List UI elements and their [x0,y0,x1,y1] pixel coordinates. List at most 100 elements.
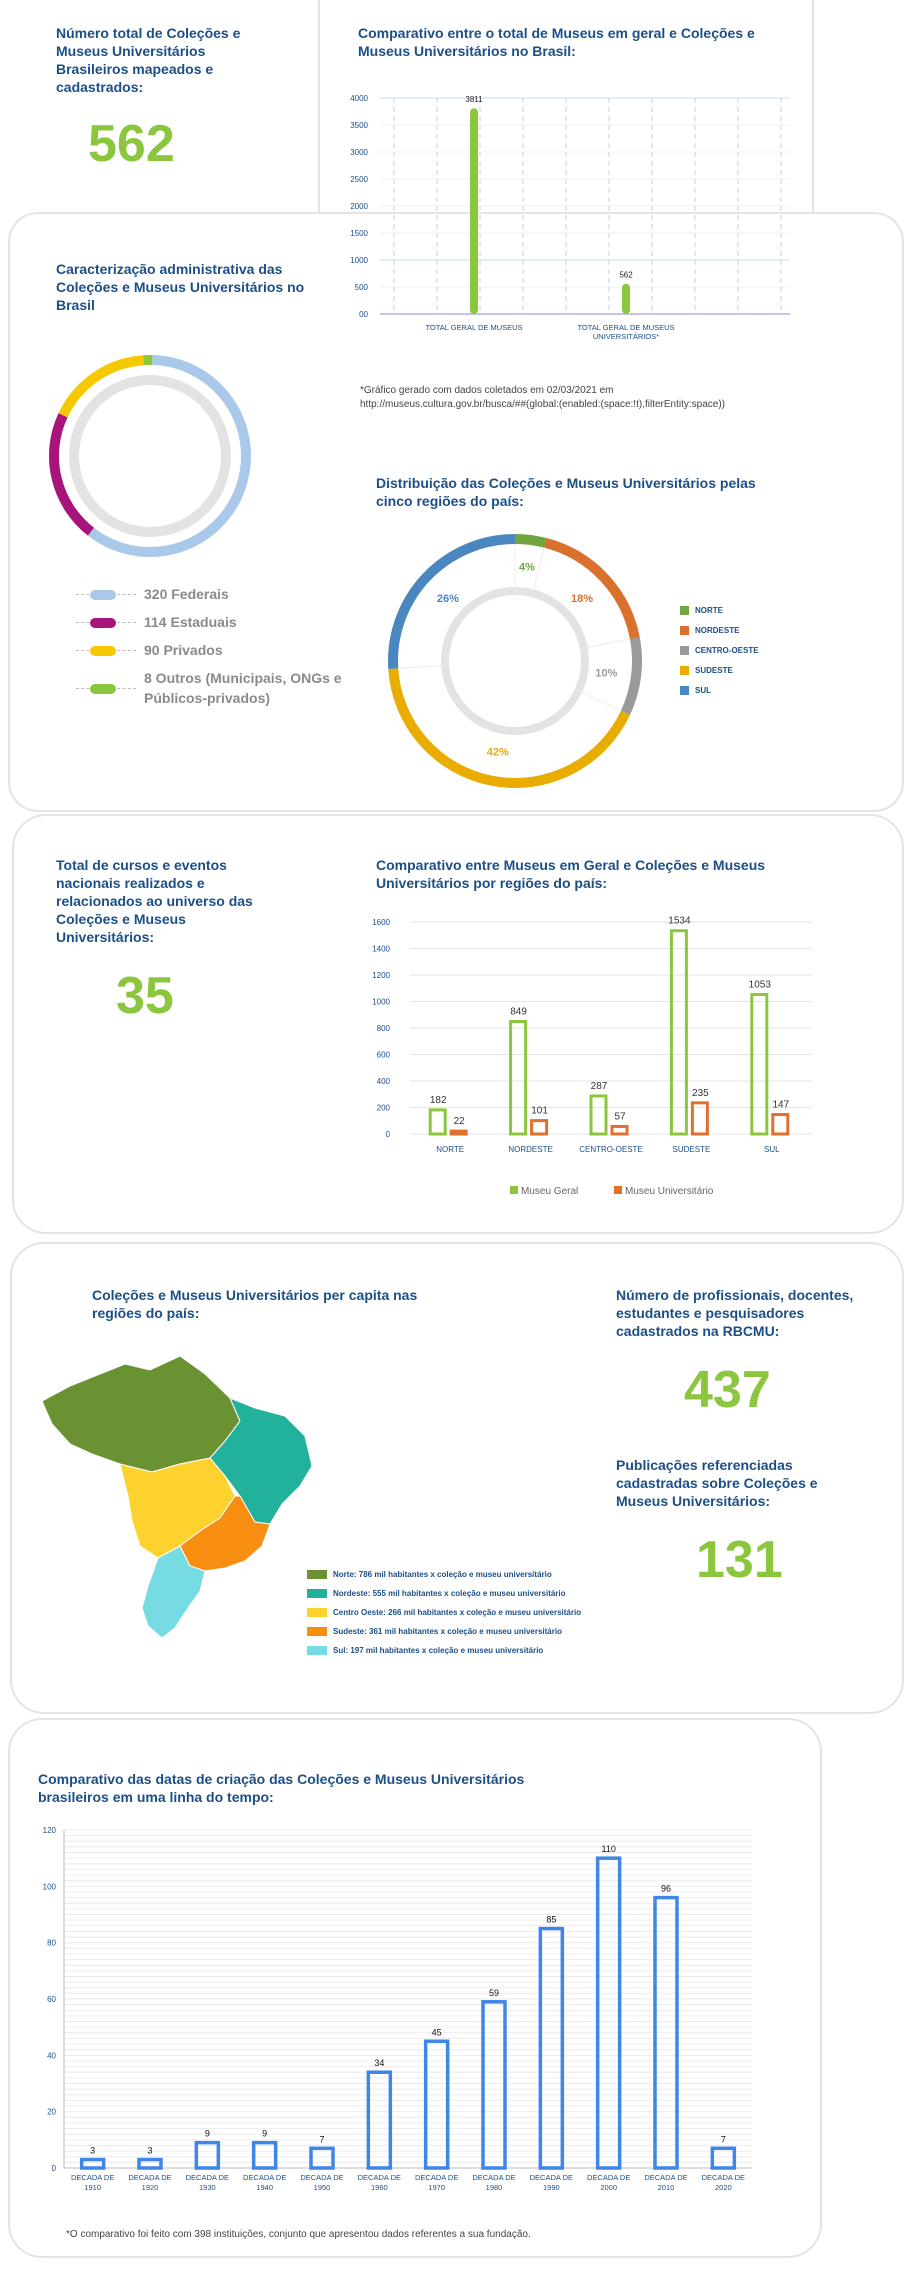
brazil-map [41,1355,313,1639]
legend-label: 114 Estaduais [144,614,237,630]
stat-people-value: 437 [684,1361,771,1419]
data-label: 235 [692,1088,709,1099]
pie-divider [576,689,622,712]
legend-line [76,617,136,628]
data-label: 562 [619,271,633,280]
map-legend-item: Norte: 786 mil habitantes x coleção e mu… [307,1570,552,1579]
regions-pie: 4% 18% 10% 42% 26% [388,534,642,788]
admin-legend-item: 8 Outros (Municipais, ONGs e Públicos-pr… [76,668,344,708]
x-tick-label: NORTE [436,1145,464,1154]
pie-segment [620,637,642,716]
x-tick-label: DECADA DE 1990 [530,2173,573,2192]
legend-swatch [510,1186,518,1194]
legend-label: 90 Privados [144,642,223,658]
data-label: 9 [205,2129,210,2139]
y-tick-label: 2000 [350,202,368,211]
legend-swatch [90,683,116,694]
legend-swatch [307,1570,327,1579]
bar [137,2157,163,2170]
pie-segment [388,668,630,788]
regions-legend-item: SUDESTE [680,666,733,675]
timeline-note: *O comparativo foi feito com 398 institu… [66,2229,531,2240]
legend-swatch [680,606,689,615]
legend-label: CENTRO-OESTE [695,646,759,655]
pie-divider [531,547,545,596]
y-tick-label: 1000 [350,256,368,265]
pie-data-label: 42% [487,746,509,758]
pie-inner-ring [441,587,589,735]
stat-total-value: 562 [88,115,175,173]
data-label: 849 [510,1007,527,1018]
pie-segment [514,534,547,548]
timeline-chart: 120 100 80 60 40 20 0 3 DECADA DE 1910 3 DECADA DE 1… [43,1826,752,2192]
bar [470,108,478,315]
y-tick-label: 4000 [350,94,368,103]
chart-museus-title: Comparativo entre o total de Museus em g… [358,25,755,59]
map-region-norte [41,1355,241,1473]
legend-label: SUDESTE [695,666,733,675]
map-legend-item: Sudeste: 361 mil habitantes x coleção e … [307,1627,562,1636]
legend-swatch [307,1608,327,1617]
pie-segment [544,537,640,640]
admin-legend-item: 114 Estaduais [76,612,344,632]
panel-regions-compare [12,814,904,1234]
x-tick-label: NORDESTE [508,1145,552,1154]
y-tick-label: 80 [47,1939,56,1948]
data-label: 7 [319,2134,324,2144]
y-tick-label: 1500 [350,229,368,238]
data-label: 1053 [749,979,772,990]
x-tick-label: DECADA DE 1920 [128,2173,171,2192]
data-label: 7 [721,2134,726,2144]
legend-label: Centro Oeste: 266 mil habitantes x coleç… [333,1608,582,1617]
bar [589,1094,608,1136]
legend-swatch [307,1646,327,1655]
regions-bar-chart: 1600 1400 1200 1000 800 600 400 200 0 182 22 NORTE 8… [372,916,812,1197]
y-tick-label: 1200 [372,971,390,980]
x-tick-label: DECADA DE 1950 [300,2173,343,2192]
bar [750,992,769,1136]
data-label: 1534 [668,916,691,927]
data-label: 57 [614,1111,626,1122]
y-tick-label: 40 [47,2051,56,2060]
data-label: 3 [90,2146,95,2156]
bar [509,1020,528,1136]
y-tick-label: 3500 [350,121,368,130]
bar [366,2070,393,2170]
legend-label: NORDESTE [695,626,740,635]
legend-label: Sudeste: 361 mil habitantes x coleção e … [333,1627,562,1636]
bar [449,1129,468,1136]
bar [423,2039,450,2170]
x-tick-label: DECADA DE 2010 [644,2173,687,2192]
data-label: 3811 [465,95,483,104]
y-tick-label: 2500 [350,175,368,184]
data-label: 96 [661,1884,671,1894]
legend-swatch [680,626,689,635]
legend-line [76,683,136,694]
admin-donut [49,355,251,557]
pie-divider [581,638,631,649]
map-region-sudeste [179,1495,271,1572]
y-tick-label: 0 [52,2164,57,2173]
regions-legend-item: CENTRO-OESTE [680,646,759,655]
y-tick-label: 1000 [372,998,390,1007]
chart-museus: 4000 3500 3000 2500 2000 1500 1000 500 00 3811 562… [350,94,790,341]
stat-total-title: Número total de Coleções e Museus Univer… [56,25,241,95]
legend-swatch [307,1627,327,1636]
y-tick-label: 20 [47,2108,56,2117]
data-label: 9 [262,2129,267,2139]
pie-data-label: 10% [595,668,617,680]
y-tick-label: 00 [359,310,368,319]
timeline-title: Comparativo das datas de criação das Col… [38,1771,525,1805]
bar [710,2146,737,2170]
stat-pubs-value: 131 [696,1531,783,1589]
bar [530,1119,549,1136]
x-tick-label: TOTAL GERAL DE MUSEUS [425,323,522,332]
stat-people-title: Número de profissionais, docentes, estud… [616,1287,854,1339]
y-tick-label: 1600 [372,918,390,927]
stat-courses-value: 35 [116,967,174,1025]
y-tick-label: 120 [43,1826,57,1835]
data-label: 147 [772,1100,789,1111]
donut-segment [87,355,251,557]
y-tick-label: 200 [377,1104,391,1113]
x-tick-label: SUL [764,1145,780,1154]
